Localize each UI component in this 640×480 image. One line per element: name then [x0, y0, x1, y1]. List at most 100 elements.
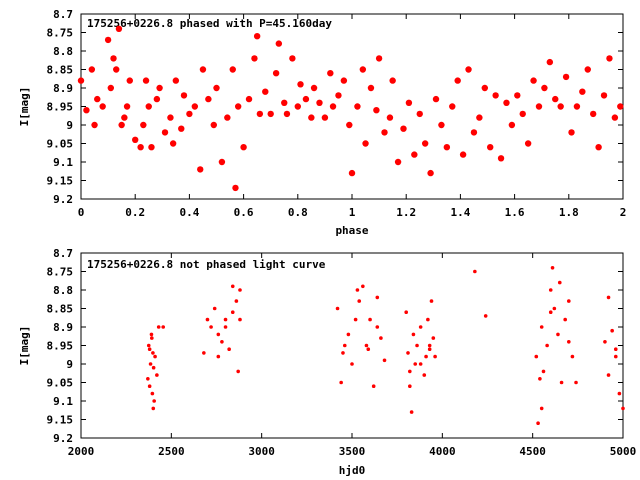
data-point: [454, 77, 461, 84]
data-point: [603, 340, 607, 344]
data-point: [433, 354, 437, 359]
data-point: [146, 377, 150, 381]
data-point: [357, 299, 362, 303]
data-point: [361, 284, 365, 289]
x-tick-label: 1: [349, 206, 356, 219]
data-point: [223, 325, 228, 329]
data-point: [481, 84, 488, 92]
data-point: [536, 421, 540, 426]
data-point: [611, 114, 619, 121]
data-point: [210, 121, 217, 129]
data-point: [508, 121, 516, 129]
data-point: [302, 95, 310, 103]
y-tick-label: 8.8: [53, 45, 73, 58]
data-point: [152, 399, 156, 403]
data-point: [416, 110, 423, 118]
data-point: [404, 310, 409, 315]
data-point: [335, 92, 342, 99]
data-point: [126, 77, 133, 84]
data-point: [212, 306, 217, 311]
data-point: [104, 36, 112, 44]
data-point: [429, 299, 434, 303]
y-tick-label: 8.95: [47, 340, 74, 353]
data-point: [230, 284, 235, 289]
x-tick-label: 0.8: [288, 206, 308, 219]
data-point: [613, 347, 618, 352]
data-point: [342, 343, 347, 348]
data-point: [535, 103, 543, 110]
data-point: [327, 70, 334, 77]
x-tick-label: 4000: [429, 445, 456, 458]
data-point: [180, 92, 188, 99]
data-point: [552, 95, 559, 103]
data-point: [610, 328, 614, 333]
data-point: [88, 66, 96, 73]
unphased-light-curve-panel: 2000 2500 3000 3500 4000 4500 5000 8.7 8.75 8.8 8.…: [18, 247, 636, 477]
data-point: [151, 406, 156, 411]
data-point: [238, 317, 242, 322]
y-tick-label: 9.1: [53, 156, 73, 169]
data-point: [140, 121, 147, 129]
data-point: [218, 158, 226, 166]
data-point: [606, 373, 611, 377]
data-point: [427, 347, 432, 352]
data-point: [335, 306, 340, 311]
data-point: [272, 70, 280, 77]
y-tick-label: 9.05: [47, 138, 74, 151]
data-point: [426, 317, 430, 322]
data-point: [148, 144, 155, 151]
data-point: [368, 317, 372, 322]
y-tick-label: 9.2: [53, 193, 73, 206]
data-point: [621, 406, 625, 411]
data-point: [567, 299, 571, 303]
data-point: [234, 103, 242, 110]
data-point: [483, 314, 488, 318]
y-tick-label: 8.85: [47, 303, 74, 316]
data-point: [167, 114, 174, 121]
plot-frame: [80, 252, 624, 439]
data-point: [394, 158, 402, 166]
data-point: [421, 140, 429, 147]
data-point: [545, 343, 549, 348]
data-point: [375, 55, 383, 62]
data-point: [294, 103, 301, 110]
data-point: [256, 110, 264, 118]
data-point: [427, 343, 432, 348]
data-point: [199, 66, 207, 73]
data-point: [541, 84, 548, 92]
data-point: [216, 332, 221, 337]
data-point: [145, 103, 152, 110]
data-point: [297, 81, 304, 88]
x-axis-title: phase: [335, 224, 368, 237]
x-tick-label: 5000: [610, 445, 637, 458]
x-tick-label: 3000: [248, 445, 275, 458]
data-point: [375, 325, 380, 329]
y-tick-label: 9.2: [53, 432, 73, 445]
y-tick-label: 8.7: [53, 247, 73, 260]
data-point: [113, 66, 120, 73]
data-point: [600, 92, 608, 99]
x-tick-label: 0.4: [179, 206, 199, 219]
data-point: [606, 295, 611, 300]
data-point: [353, 317, 358, 322]
data-point: [316, 99, 323, 107]
data-point: [346, 332, 351, 337]
data-point: [156, 84, 163, 92]
data-point: [110, 55, 117, 62]
data-point: [205, 317, 210, 322]
y-tick-label: 9: [66, 358, 73, 371]
data-point: [584, 66, 591, 73]
data-point: [367, 84, 375, 92]
data-point: [118, 121, 125, 129]
data-point: [275, 40, 283, 47]
data-point: [559, 380, 564, 385]
data-point: [550, 266, 555, 270]
data-point: [350, 362, 354, 366]
data-point: [562, 73, 570, 81]
y-tick-label: 8.7: [53, 8, 73, 21]
data-point: [432, 95, 440, 103]
data-point: [519, 110, 526, 118]
data-point: [267, 110, 274, 118]
data-point: [107, 84, 115, 92]
data-point: [146, 343, 151, 348]
